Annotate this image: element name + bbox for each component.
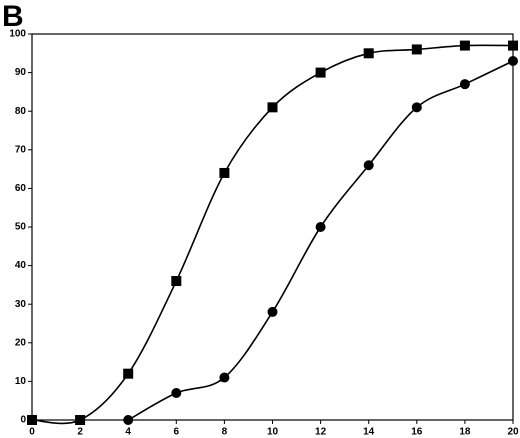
circle-marker	[411, 102, 422, 113]
circle-marker	[123, 415, 134, 425]
circle-marker	[363, 160, 374, 171]
chart-title: B	[2, 0, 24, 33]
square-marker	[411, 44, 422, 55]
x-tick-label: 10	[267, 427, 279, 438]
y-tick-label: 50	[15, 222, 27, 233]
x-tick-label: 8	[222, 427, 228, 438]
circle-marker	[171, 387, 182, 398]
square-marker	[219, 167, 230, 178]
x-tick-label: 18	[459, 427, 471, 438]
series-line	[127, 60, 514, 421]
circle-marker	[508, 56, 518, 67]
square-marker	[459, 40, 470, 51]
square-marker	[508, 40, 518, 51]
square-marker	[315, 67, 326, 78]
square-marker	[27, 415, 37, 425]
x-tick-label: 20	[507, 427, 519, 438]
square-marker	[171, 276, 182, 287]
x-tick-label: 2	[77, 427, 83, 438]
circle-marker	[315, 222, 326, 232]
x-tick-label: 16	[411, 427, 423, 438]
y-tick-label: 30	[15, 299, 27, 310]
y-tick-label: 70	[15, 144, 27, 155]
y-tick-label: 100	[9, 29, 26, 40]
x-tick-label: 12	[315, 427, 327, 438]
circle-marker	[267, 306, 278, 317]
square-marker	[363, 48, 374, 59]
square-marker	[123, 368, 134, 379]
plot-frame	[31, 33, 514, 421]
circle-marker	[219, 372, 230, 383]
circle-marker	[459, 79, 470, 90]
y-tick-label: 80	[15, 106, 27, 117]
x-tick-label: 4	[125, 427, 131, 438]
y-tick-label: 10	[15, 376, 27, 387]
y-tick-label: 40	[15, 260, 27, 271]
series-line	[31, 44, 514, 425]
square-marker	[75, 415, 86, 425]
x-tick-label: 6	[174, 427, 180, 438]
x-tick-label: 0	[29, 427, 35, 438]
square-marker	[267, 102, 278, 113]
y-tick-label: 60	[15, 183, 27, 194]
y-tick-label: 20	[15, 337, 27, 348]
x-tick-label: 14	[363, 427, 375, 438]
y-tick-label: 0	[20, 415, 26, 426]
y-tick-label: 90	[15, 67, 27, 78]
